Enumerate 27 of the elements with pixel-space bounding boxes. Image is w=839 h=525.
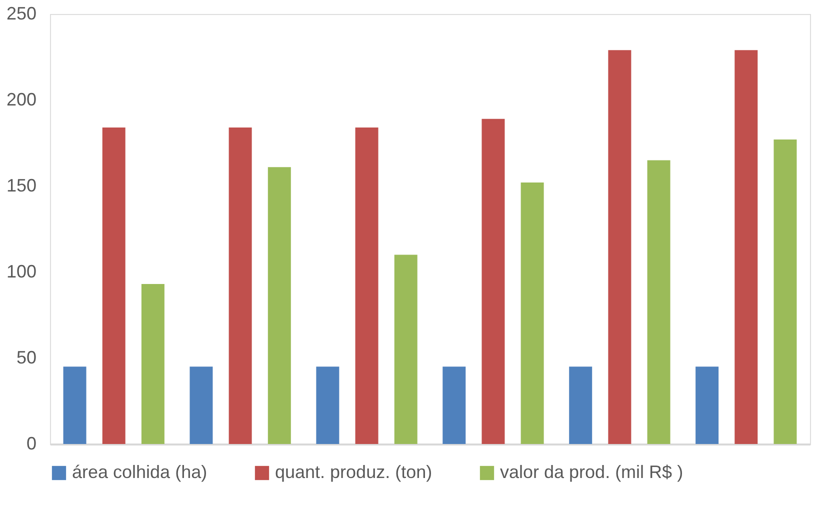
bar — [734, 50, 758, 444]
bar — [394, 254, 418, 444]
bar — [647, 160, 670, 444]
y-tick-label: 0 — [26, 434, 36, 454]
y-tick-label: 200 — [6, 90, 36, 110]
bar — [482, 118, 505, 444]
bar — [316, 366, 340, 444]
bar — [190, 366, 213, 444]
bar — [696, 366, 719, 444]
bar — [141, 284, 164, 444]
y-tick-label: 100 — [6, 262, 36, 282]
legend-label: quant. produz. (ton) — [275, 462, 432, 482]
bar — [355, 128, 378, 444]
bar — [520, 182, 544, 444]
bar — [442, 366, 466, 444]
bar — [569, 366, 592, 444]
y-tick-label: 150 — [6, 176, 36, 196]
bar — [608, 50, 632, 444]
bar — [228, 128, 252, 444]
y-tick-label: 50 — [16, 348, 36, 368]
bar — [268, 167, 291, 444]
legend-label: valor da prod. (mil R$ ) — [500, 462, 684, 482]
y-tick-label: 250 — [6, 4, 36, 24]
bar — [63, 366, 86, 444]
legend-label: área colhida (ha) — [72, 462, 208, 482]
bar — [102, 128, 126, 444]
bar — [774, 140, 797, 444]
